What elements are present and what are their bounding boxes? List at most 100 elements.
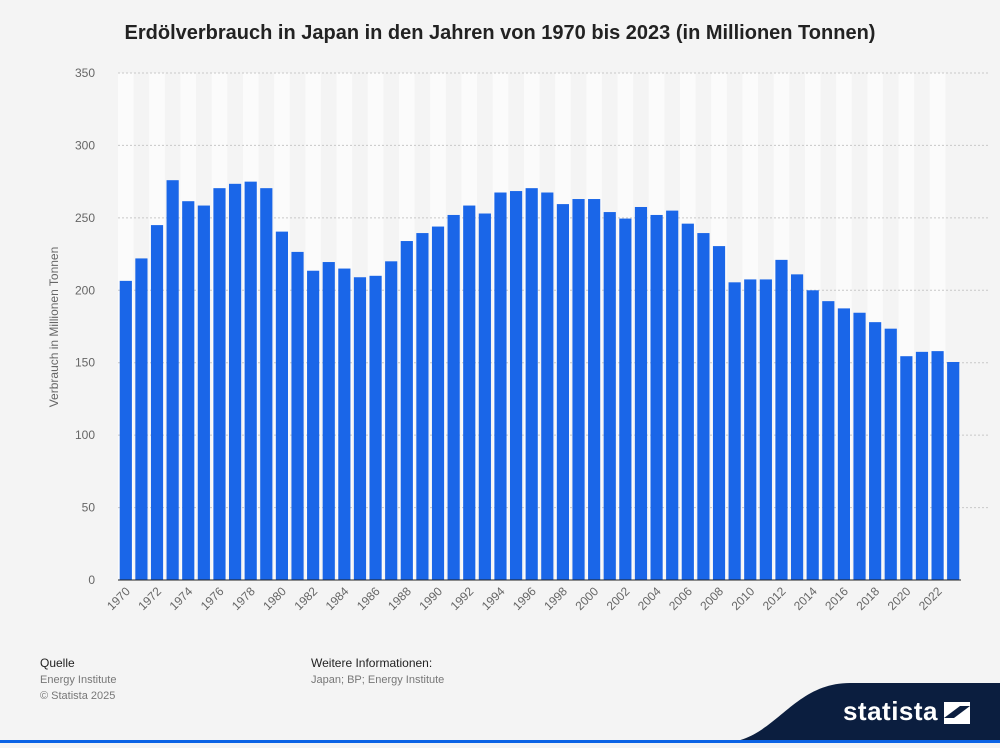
bar-2022[interactable] xyxy=(931,351,944,580)
source-label: Quelle xyxy=(40,656,75,670)
source-line-1: Energy Institute xyxy=(40,674,117,686)
bottom-accent-line xyxy=(0,740,1000,743)
bar-2007[interactable] xyxy=(697,233,710,580)
y-tick-label: 0 xyxy=(88,573,95,587)
bar-1994[interactable] xyxy=(494,192,507,580)
bar-1992[interactable] xyxy=(463,205,476,580)
bar-1999[interactable] xyxy=(572,199,585,581)
bar-1996[interactable] xyxy=(525,188,538,580)
bar-1985[interactable] xyxy=(353,277,367,580)
bar-2001[interactable] xyxy=(603,212,616,580)
bar-1993[interactable] xyxy=(478,213,491,581)
x-tick-label: 2018 xyxy=(853,584,882,613)
x-tick-label: 2012 xyxy=(760,584,789,613)
brand-wave-shape xyxy=(720,683,1000,743)
x-tick-label: 2006 xyxy=(666,584,695,613)
x-tick-label: 1992 xyxy=(448,584,477,613)
bar-2017[interactable] xyxy=(853,312,866,580)
x-tick-label: 1986 xyxy=(354,584,383,613)
bar-2015[interactable] xyxy=(822,301,835,580)
statista-brand[interactable]: statista xyxy=(720,683,1000,743)
bar-2023[interactable] xyxy=(947,361,960,580)
bar-1988[interactable] xyxy=(400,241,413,580)
y-tick-label: 200 xyxy=(75,283,95,297)
bar-1972[interactable] xyxy=(150,225,164,580)
source-line-2: © Statista 2025 xyxy=(40,690,116,702)
x-tick-label: 1978 xyxy=(229,584,258,613)
x-tick-label: 1984 xyxy=(323,584,352,613)
x-tick-label: 1972 xyxy=(135,584,164,613)
x-tick-label: 1990 xyxy=(416,584,445,613)
y-tick-label: 150 xyxy=(75,356,95,370)
bar-1973[interactable] xyxy=(166,180,179,581)
bar-2002[interactable] xyxy=(619,218,632,580)
bar-2020[interactable] xyxy=(900,356,913,580)
bar-2005[interactable] xyxy=(666,210,679,580)
bar-2016[interactable] xyxy=(837,308,851,580)
x-tick-label: 2022 xyxy=(916,584,945,613)
bar-1979[interactable] xyxy=(260,188,273,580)
info-text: Japan; BP; Energy Institute xyxy=(311,674,445,686)
bar-1997[interactable] xyxy=(541,192,554,580)
bar-1995[interactable] xyxy=(509,191,523,580)
bar-2019[interactable] xyxy=(884,328,897,580)
bar-1989[interactable] xyxy=(416,233,429,580)
y-tick-label: 50 xyxy=(82,501,96,515)
bar-2003[interactable] xyxy=(634,206,648,580)
bar-1981[interactable] xyxy=(291,251,304,581)
y-tick-label: 300 xyxy=(75,138,95,152)
x-tick-label: 2010 xyxy=(729,584,758,613)
x-tick-label: 1980 xyxy=(260,584,289,613)
bar-1975[interactable] xyxy=(197,205,210,580)
bar-1974[interactable] xyxy=(182,201,195,580)
x-tick-label: 1974 xyxy=(167,584,196,613)
x-tick-label: 2014 xyxy=(791,584,820,613)
bar-1990[interactable] xyxy=(431,226,445,580)
bar-2000[interactable] xyxy=(588,199,601,581)
bar-1986[interactable] xyxy=(369,275,382,580)
bar-1977[interactable] xyxy=(228,183,242,580)
bar-2021[interactable] xyxy=(915,351,929,580)
brand-name: statista xyxy=(842,696,938,726)
bar-2018[interactable] xyxy=(869,322,882,580)
x-tick-label: 1994 xyxy=(479,584,508,613)
bar-1978[interactable] xyxy=(244,181,257,580)
x-tick-label: 1982 xyxy=(291,584,320,613)
bar-1987[interactable] xyxy=(385,261,398,580)
bar-1984[interactable] xyxy=(338,268,351,580)
bar-2010[interactable] xyxy=(744,279,757,580)
bar-1998[interactable] xyxy=(556,204,570,581)
bar-1980[interactable] xyxy=(275,231,289,580)
y-tick-label: 350 xyxy=(75,66,95,80)
bar-1971[interactable] xyxy=(135,258,148,580)
x-tick-label: 1998 xyxy=(541,584,570,613)
x-tick-label: 1976 xyxy=(198,584,227,613)
statista-logo-icon xyxy=(944,702,970,724)
bar-1970[interactable] xyxy=(119,280,132,580)
bar-2013[interactable] xyxy=(790,274,804,580)
x-tick-label: 2008 xyxy=(697,584,726,613)
x-axis-ticks: 1970 1972 1974 1976 1978 1980 1982 1984 1986 1988… xyxy=(104,584,945,613)
bar-2014[interactable] xyxy=(806,290,819,580)
x-tick-label: 2002 xyxy=(604,584,633,613)
bar-2009[interactable] xyxy=(728,282,741,580)
x-tick-label: 2004 xyxy=(635,584,664,613)
y-axis-ticks: 0 50 100 150 200 250 300 350 xyxy=(75,66,95,587)
bar-1983[interactable] xyxy=(322,262,335,580)
bar-1982[interactable] xyxy=(307,270,320,580)
x-tick-label: 1970 xyxy=(104,584,133,613)
bar-1976[interactable] xyxy=(213,188,226,580)
info-label: Weitere Informationen: xyxy=(311,656,433,670)
x-tick-label: 2020 xyxy=(885,584,914,613)
bar-2012[interactable] xyxy=(775,259,788,580)
bars xyxy=(119,180,960,581)
y-tick-label: 250 xyxy=(75,211,95,225)
bar-2011[interactable] xyxy=(759,279,772,580)
x-tick-label: 1988 xyxy=(385,584,414,613)
x-tick-label: 2016 xyxy=(822,584,851,613)
bar-1991[interactable] xyxy=(447,214,460,580)
bar-2004[interactable] xyxy=(650,214,663,580)
bar-2006[interactable] xyxy=(681,223,694,580)
bar-2008[interactable] xyxy=(712,246,726,580)
